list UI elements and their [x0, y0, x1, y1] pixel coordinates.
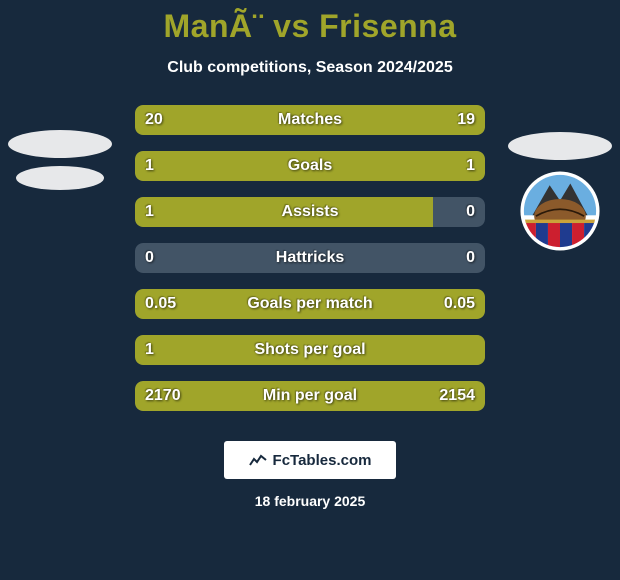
stat-row: Min per goal 2170 2154	[135, 381, 485, 411]
stat-left-value: 0.05	[145, 295, 176, 313]
stat-right-value: 19	[457, 111, 475, 129]
badge-ball	[534, 199, 586, 233]
stat-left-value: 1	[145, 341, 154, 359]
stat-label: Hattricks	[276, 249, 344, 267]
page-title: ManÃ¨ vs Frisenna	[0, 8, 620, 45]
footer-date: 18 february 2025	[0, 493, 620, 509]
stat-left-value: 0	[145, 249, 154, 267]
stat-label: Goals per match	[247, 295, 372, 313]
card-content: ManÃ¨ vs Frisenna Club competitions, Sea…	[0, 0, 620, 509]
player-left-slot	[8, 130, 112, 190]
stat-left-fill	[135, 151, 310, 181]
player-right-avatar-placeholder	[508, 132, 612, 160]
stat-label: Matches	[278, 111, 342, 129]
stat-right-fill	[310, 151, 485, 181]
stat-row: Matches 20 19	[135, 105, 485, 135]
stat-label: Goals	[288, 157, 332, 175]
stat-left-value: 1	[145, 203, 154, 221]
club-badge-icon	[517, 168, 603, 254]
stat-label: Min per goal	[263, 387, 357, 405]
badge-mountain	[532, 183, 587, 215]
stat-right-value: 0	[466, 249, 475, 267]
stat-right-value: 1	[466, 157, 475, 175]
stat-right-value: 0	[466, 203, 475, 221]
stat-row: Hattricks 0 0	[135, 243, 485, 273]
stat-left-value: 1	[145, 157, 154, 175]
player-left-badge-placeholder	[16, 166, 104, 190]
stat-left-value: 20	[145, 111, 163, 129]
stat-right-value: 0.05	[444, 295, 475, 313]
fctables-logo: FcTables.com	[224, 441, 396, 479]
logo-text: FcTables.com	[273, 452, 372, 469]
badge-stripe-4	[560, 221, 572, 254]
badge-stripe-6	[584, 221, 596, 254]
stat-left-value: 2170	[145, 387, 181, 405]
sparkline-icon	[249, 453, 267, 467]
player-right-slot	[508, 132, 612, 254]
badge-stripe-5	[572, 221, 584, 254]
stat-label: Assists	[282, 203, 339, 221]
badge-trim	[524, 220, 596, 223]
stat-row: Goals per match 0.05 0.05	[135, 289, 485, 319]
badge-sky	[517, 168, 603, 215]
stat-row: Shots per goal 1	[135, 335, 485, 365]
badge-lower	[524, 221, 596, 254]
subtitle: Club competitions, Season 2024/2025	[0, 59, 620, 77]
player-left-avatar-placeholder	[8, 130, 112, 158]
badge-stripe-2	[536, 221, 548, 254]
badge-ball-seam	[536, 209, 584, 216]
stat-row: Goals 1 1	[135, 151, 485, 181]
stat-row: Assists 1 0	[135, 197, 485, 227]
stat-label: Shots per goal	[254, 341, 365, 359]
stat-right-value: 2154	[439, 387, 475, 405]
badge-stripe-1	[524, 221, 536, 254]
comparison-bars: Matches 20 19 Goals 1 1 Assists 1 0 Hattricks 0 0 Go…	[135, 105, 485, 411]
badge-stripe-3	[548, 221, 560, 254]
badge-ring	[520, 171, 599, 250]
